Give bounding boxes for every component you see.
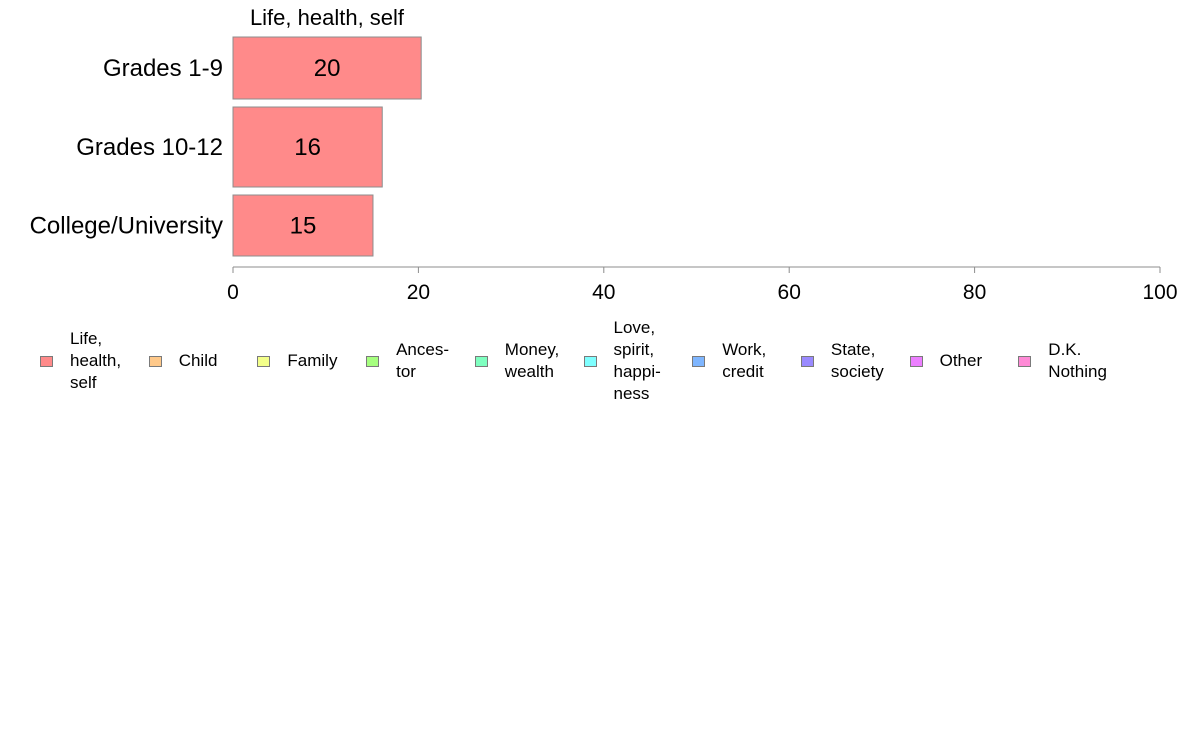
legend-swatch [583, 355, 597, 367]
legend-item: State, society [800, 316, 884, 406]
data-label: 15 [290, 213, 317, 240]
legend-label: D.K. Nothing [1048, 340, 1107, 381]
x-tick-label: 0 [227, 281, 239, 304]
facet-title: Life, health, self [250, 5, 405, 30]
legend-item: D.K. Nothing [1018, 316, 1107, 406]
legend-item: Money, wealth [474, 316, 560, 406]
category-label-college-university: College/University [30, 213, 223, 240]
legend-swatch [800, 355, 814, 367]
legend-label: Love, spirit, happi- ness [613, 318, 661, 403]
bar-chart: Life, health, self Grades 1-9 20 Grades 10… [30, 5, 1178, 304]
legend-item: Life, health, self [40, 316, 121, 406]
bar [232, 36, 422, 100]
legend-label: Ances- tor [396, 340, 450, 381]
data-label: 20 [314, 55, 341, 82]
legend-swatch [40, 355, 53, 367]
legend-item: Child [148, 316, 218, 406]
legend-item: Family [257, 316, 337, 406]
legend-swatch [692, 355, 706, 367]
bar [232, 106, 383, 188]
legend-label: Child [178, 351, 218, 370]
legend: Life, health, self Child Family Ances- tor M… [0, 316, 1188, 406]
legend-item: Work, credit [692, 316, 766, 406]
x-tick-label: 20 [407, 281, 430, 304]
category-label-grades-10-12: Grades 10-12 [76, 134, 223, 161]
legend-label: Other [939, 351, 983, 370]
legend-label: Money, wealth [504, 340, 560, 381]
x-tick-label: 80 [963, 281, 986, 304]
legend-swatch [474, 355, 488, 367]
legend-item: Other [909, 316, 983, 406]
legend-swatch [148, 355, 162, 367]
legend-swatch [909, 355, 923, 367]
bars-group: Grades 1-9 20 Grades 10-12 16 College/Univer… [30, 36, 422, 257]
legend-item: Love, spirit, happi- ness [583, 316, 661, 406]
legend-label: Family [287, 351, 338, 370]
x-tick-label: 100 [1142, 281, 1177, 304]
legend-item: Ances- tor [366, 316, 449, 406]
legend-swatch [366, 355, 380, 367]
legend-swatch [1018, 355, 1032, 367]
category-label-grades-1-9: Grades 1-9 [103, 55, 223, 82]
legend-label: Work, credit [722, 340, 767, 381]
legend-label: Life, health, self [70, 329, 122, 392]
x-axis: 0 20 40 60 80 100 [227, 266, 1178, 304]
x-tick-label: 40 [592, 281, 615, 304]
x-tick-label: 60 [778, 281, 801, 304]
legend-label: State, society [830, 340, 884, 381]
legend-swatch [257, 355, 271, 367]
bar [232, 194, 374, 257]
data-label: 16 [294, 134, 321, 161]
